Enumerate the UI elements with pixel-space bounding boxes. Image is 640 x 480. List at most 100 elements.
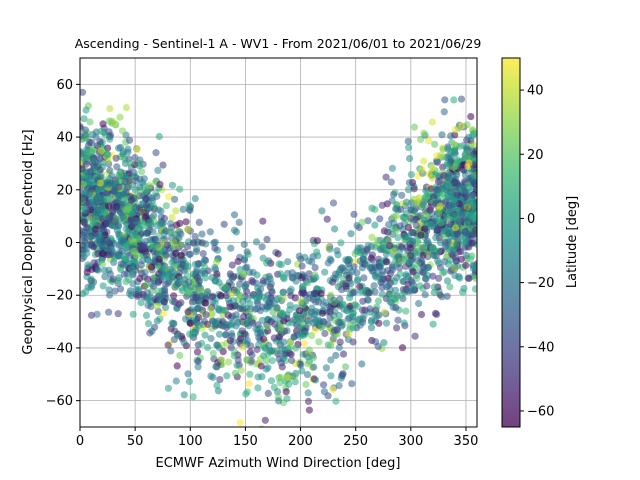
- scatter-point: [304, 353, 312, 361]
- scatter-point: [404, 137, 412, 145]
- scatter-point: [176, 275, 184, 283]
- scatter-point: [283, 327, 291, 335]
- scatter-point: [176, 219, 184, 227]
- scatter-point: [94, 163, 102, 171]
- scatter-point: [80, 206, 86, 214]
- scatter-point: [396, 222, 404, 230]
- scatter-point: [97, 127, 105, 135]
- scatter-point: [440, 268, 448, 276]
- scatter-point: [442, 211, 451, 219]
- colorbar-label: Latitude [deg]: [565, 196, 580, 288]
- scatter-point: [311, 326, 319, 334]
- scatter-point: [87, 311, 96, 319]
- scatter-point: [94, 206, 102, 214]
- scatter-point: [332, 397, 340, 405]
- scatter-point: [342, 363, 350, 371]
- scatter-point: [388, 197, 396, 205]
- scatter-point: [459, 183, 467, 191]
- scatter-point: [383, 228, 392, 236]
- scatter-point: [317, 324, 325, 332]
- scatter-point: [444, 145, 452, 153]
- scatter-point: [116, 113, 124, 121]
- scatter-point: [119, 190, 128, 198]
- scatter-point: [351, 301, 359, 309]
- scatter-point: [111, 218, 119, 226]
- scatter-point: [446, 220, 454, 228]
- scatter-point: [106, 166, 114, 175]
- scatter-point: [131, 204, 139, 212]
- scatter-point: [288, 269, 296, 277]
- scatter-point: [228, 290, 236, 298]
- scatter-point: [147, 280, 156, 288]
- y-tick-label: 20: [56, 183, 73, 198]
- scatter-point: [98, 225, 106, 233]
- scatter-point: [462, 261, 470, 269]
- scatter-point: [291, 378, 299, 386]
- scatter-point: [418, 165, 426, 174]
- scatter-point: [436, 177, 444, 185]
- scatter-point: [223, 372, 231, 380]
- scatter-point: [350, 263, 358, 271]
- scatter-point: [128, 265, 136, 273]
- scatter-point: [421, 225, 429, 233]
- scatter-point: [184, 262, 192, 270]
- scatter-point: [176, 228, 184, 236]
- scatter-point: [462, 144, 471, 152]
- scatter-point: [80, 218, 88, 226]
- scatter-point: [469, 141, 477, 149]
- scatter-point: [171, 195, 179, 203]
- scatter-point: [420, 216, 429, 224]
- scatter-point: [462, 251, 470, 259]
- scatter-point: [180, 339, 188, 347]
- scatter-point: [146, 297, 154, 305]
- scatter-point: [134, 285, 142, 293]
- scatter-point: [323, 215, 331, 223]
- scatter-point: [410, 229, 418, 237]
- scatter-point: [97, 147, 106, 155]
- scatter-point: [172, 377, 180, 385]
- scatter-point: [163, 241, 171, 249]
- scatter-point: [172, 256, 180, 264]
- scatter-point: [236, 419, 244, 427]
- scatter-point: [307, 332, 315, 340]
- scatter-point: [92, 225, 100, 233]
- scatter-point: [158, 270, 166, 278]
- scatter-point: [259, 254, 267, 262]
- scatter-point: [338, 322, 346, 330]
- scatter-point: [211, 238, 219, 246]
- scatter-point: [407, 252, 415, 260]
- scatter-point: [133, 145, 141, 154]
- scatter-point: [135, 291, 143, 299]
- scatter-point: [195, 218, 203, 226]
- scatter-point: [338, 372, 346, 380]
- scatter-point: [258, 243, 266, 251]
- scatter-point: [99, 202, 107, 210]
- scatter-point: [114, 252, 122, 260]
- scatter-point: [248, 292, 256, 300]
- scatter-point: [164, 341, 172, 349]
- scatter-point: [136, 156, 144, 164]
- scatter-point: [152, 149, 160, 157]
- scatter-point: [282, 388, 290, 396]
- scatter-point: [304, 389, 312, 397]
- x-tick-label: 250: [343, 434, 368, 449]
- scatter-point: [226, 303, 234, 311]
- x-tick-label: 150: [233, 434, 258, 449]
- scatter-point: [155, 206, 163, 214]
- scatter-point: [419, 244, 427, 252]
- scatter-point: [391, 286, 400, 294]
- scatter-point: [108, 117, 116, 125]
- scatter-point: [149, 228, 157, 236]
- scatter-point: [378, 284, 386, 292]
- scatter-point: [339, 300, 347, 308]
- scatter-point: [274, 388, 282, 396]
- scatter-point: [400, 319, 408, 327]
- scatter-point: [320, 381, 328, 389]
- scatter-point: [221, 331, 230, 339]
- scatter-point: [216, 376, 224, 384]
- scatter-point: [217, 356, 225, 364]
- scatter-point: [472, 274, 477, 282]
- scatter-point: [287, 285, 295, 293]
- scatter-point: [357, 288, 365, 296]
- scatter-point: [103, 220, 111, 228]
